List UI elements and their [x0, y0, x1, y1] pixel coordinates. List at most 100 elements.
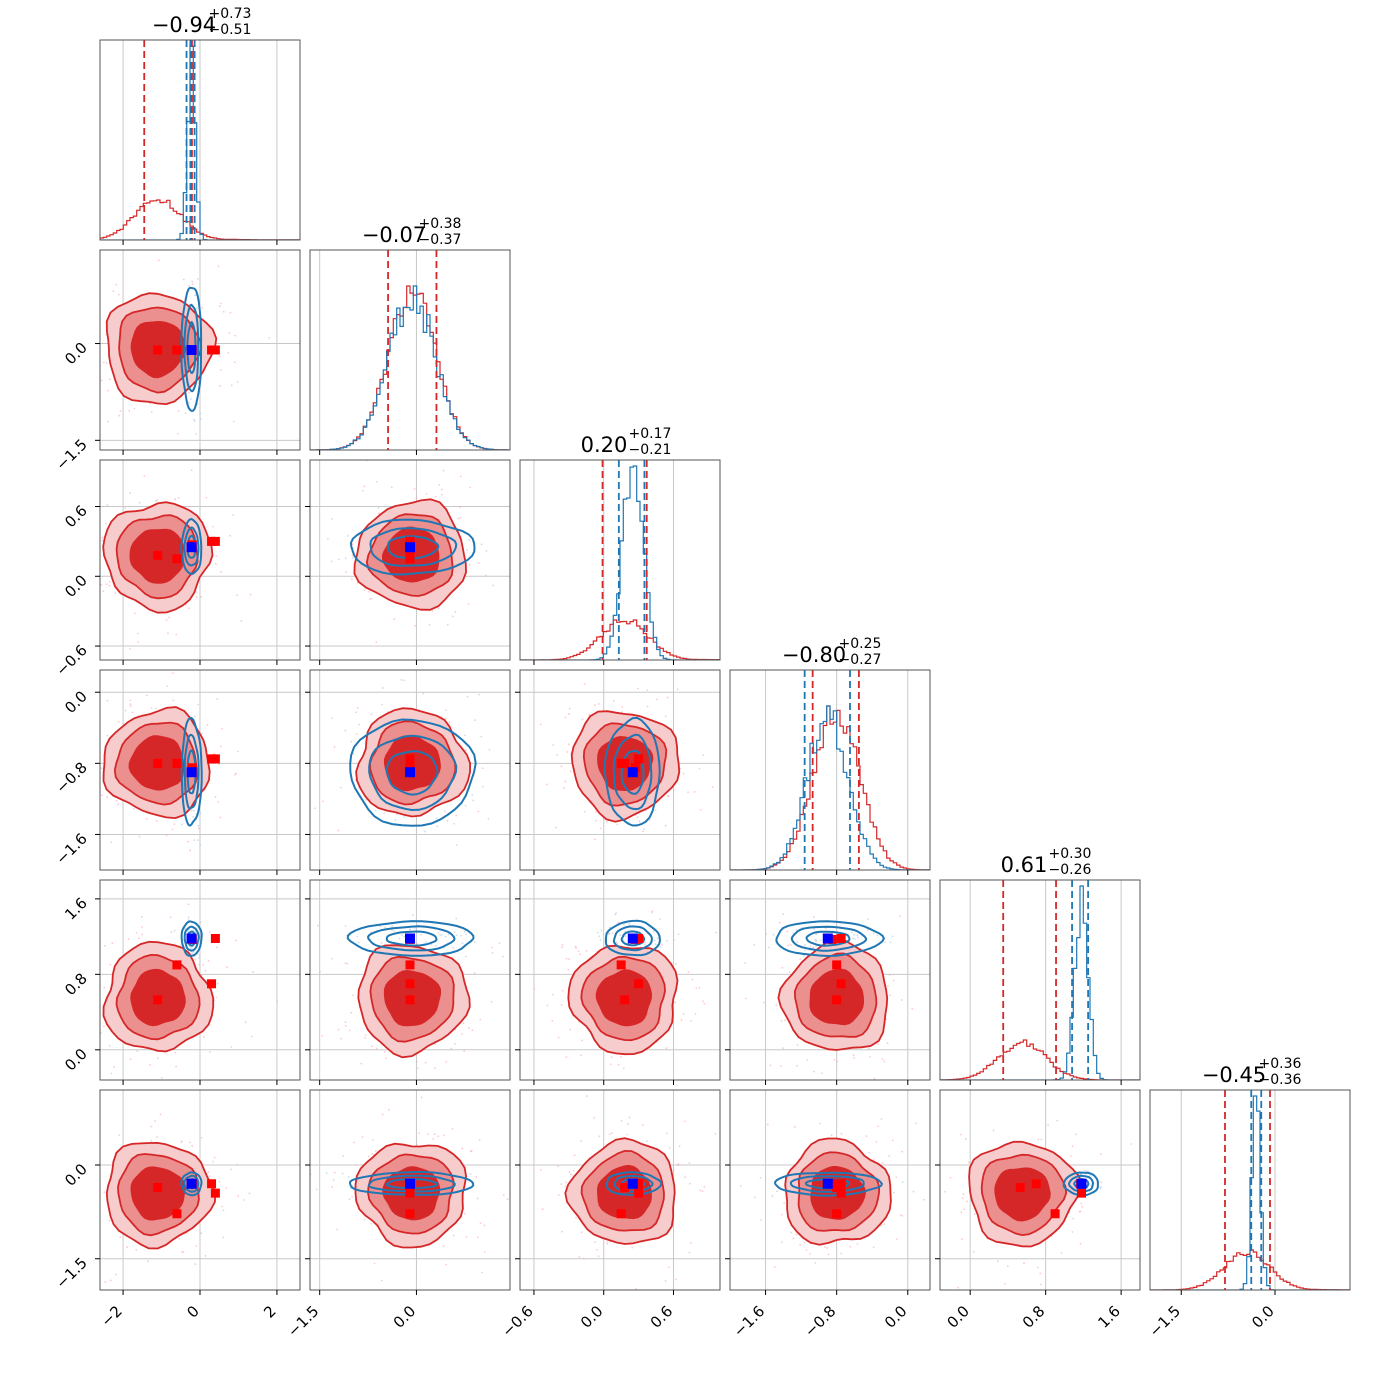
sample-point: [551, 1019, 554, 1022]
blue-contour: [603, 716, 661, 827]
sample-point: [197, 839, 200, 842]
sample-point: [440, 934, 443, 936]
panel-frame: [1149, 1089, 1351, 1291]
sample-point: [409, 928, 412, 931]
sample-point: [459, 516, 462, 519]
sample-point: [636, 816, 639, 819]
sample-point: [471, 1029, 474, 1032]
sample-point: [573, 1154, 576, 1157]
blue-marker: [627, 933, 638, 944]
red-marker: [153, 345, 163, 355]
sample-point: [101, 539, 104, 542]
sample-point: [702, 1000, 704, 1003]
sample-point: [687, 971, 690, 973]
sample-point: [330, 517, 333, 520]
panel-frame: [309, 879, 511, 1081]
sample-point: [1069, 1155, 1072, 1157]
sample-point: [652, 930, 655, 933]
sample-point: [654, 809, 657, 811]
sample-point: [799, 958, 802, 961]
sample-point: [1006, 1265, 1009, 1268]
blue-contour: [620, 749, 645, 795]
sample-point: [488, 748, 491, 751]
sample-point: [869, 1056, 871, 1058]
sample-point: [448, 721, 451, 724]
blue-contour: [387, 535, 440, 560]
blue-contour: [1062, 1171, 1099, 1197]
sample-point: [888, 1155, 891, 1157]
sample-point: [380, 941, 383, 944]
red-marker: [620, 995, 630, 1005]
sample-point: [569, 770, 572, 772]
sample-point: [165, 834, 168, 837]
sample-point: [412, 914, 414, 917]
sample-point: [541, 1208, 544, 1211]
sample-point: [789, 944, 792, 946]
blue-contour: [368, 734, 458, 812]
sample-point: [451, 1128, 454, 1130]
sample-point: [643, 943, 646, 946]
sample-point: [877, 1043, 880, 1045]
sample-point: [204, 1254, 207, 1257]
sample-point: [363, 1218, 366, 1221]
sample-point: [422, 692, 424, 695]
sample-point: [150, 1125, 153, 1128]
sample-point: [872, 932, 875, 935]
sample-point: [641, 1124, 644, 1127]
sample-point: [434, 1043, 436, 1046]
sample-point: [82, 1145, 84, 1147]
panel-2-1: [310, 460, 510, 660]
sample-point: [667, 1266, 670, 1269]
sample-point: [441, 488, 443, 491]
sample-point: [73, 795, 75, 797]
sample-point: [473, 941, 476, 943]
panel-frame: [519, 1089, 721, 1291]
sample-point: [377, 506, 380, 509]
sample-point: [661, 943, 663, 946]
sample-point: [468, 539, 471, 541]
sample-point: [565, 1056, 568, 1059]
sample-point: [403, 816, 406, 818]
sample-point: [892, 979, 895, 982]
sample-point: [340, 786, 342, 789]
sample-point: [595, 811, 597, 813]
sample-point: [599, 827, 602, 830]
sample-point: [546, 783, 548, 786]
sample-point: [949, 1176, 952, 1179]
sample-point: [552, 993, 554, 996]
sample-point: [638, 820, 641, 823]
red-marker: [210, 1188, 220, 1198]
sample-point: [115, 800, 118, 802]
sample-point: [452, 1234, 455, 1237]
sample-point: [199, 418, 202, 420]
blue-marker: [186, 345, 197, 355]
sample-point: [103, 1191, 106, 1194]
sample-point: [502, 1194, 505, 1196]
sample-point: [826, 1247, 829, 1249]
sample-point: [454, 611, 457, 613]
blue-contour: [346, 920, 475, 957]
sample-point: [567, 968, 570, 971]
sample-point: [171, 672, 174, 675]
sample-point: [598, 935, 600, 938]
sample-point: [840, 1132, 843, 1135]
sample-point: [873, 1159, 875, 1161]
x-tick-label: 0.8: [1019, 1302, 1049, 1332]
sample-point: [1079, 1173, 1082, 1176]
sample-point: [596, 1248, 598, 1251]
red-marker: [1077, 1188, 1087, 1198]
sample-point: [67, 561, 69, 563]
blue-histogram: [520, 465, 720, 660]
sample-point: [440, 715, 443, 718]
sample-point: [109, 963, 112, 966]
sample-point: [760, 1219, 763, 1221]
sample-point: [682, 1013, 685, 1015]
sample-point: [111, 942, 114, 945]
y-tick-label: 0.0: [61, 571, 91, 601]
x-tick-label: 0.0: [577, 1302, 607, 1332]
sample-point: [608, 1241, 611, 1243]
sample-point: [44, 352, 46, 354]
sample-point: [626, 1133, 629, 1136]
sample-point: [684, 1176, 686, 1179]
sample-point: [963, 1208, 965, 1211]
